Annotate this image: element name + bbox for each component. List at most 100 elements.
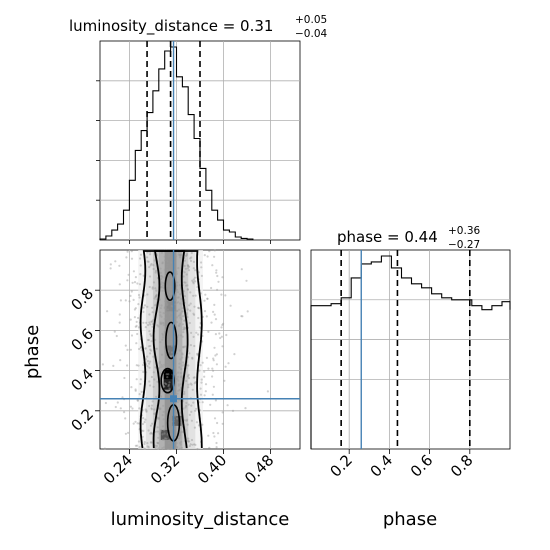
scatter-point — [159, 395, 163, 398]
scatter-point — [148, 313, 151, 316]
scatter-point — [192, 401, 195, 404]
scatter-point — [146, 293, 149, 296]
scatter-point — [160, 274, 163, 278]
scatter-point — [182, 275, 185, 278]
scatter-point — [124, 299, 127, 302]
scatter-point — [142, 429, 145, 432]
scatter-point — [138, 446, 141, 449]
scatter-point — [104, 401, 107, 405]
scatter-point — [183, 390, 186, 394]
scatter-point — [159, 322, 162, 325]
scatter-point — [182, 346, 185, 349]
scatter-point — [181, 310, 184, 313]
scatter-point — [195, 421, 198, 424]
density-cell-4 — [166, 345, 176, 356]
scatter-point — [156, 441, 159, 444]
scatter-point — [217, 432, 220, 435]
contour-blob-1 — [165, 321, 178, 360]
scatter-point — [183, 295, 186, 298]
scatter-point — [192, 281, 195, 284]
scatter-point — [143, 441, 146, 444]
scatter-point — [216, 421, 219, 425]
scatter-point — [159, 430, 162, 433]
scatter-point — [189, 309, 192, 312]
scatter-point — [215, 269, 218, 272]
scatter-point — [176, 417, 179, 420]
title-luminosity-distance: luminosity_distance = 0.31 — [69, 17, 273, 36]
scatter-point — [166, 259, 169, 262]
scatter-point — [166, 263, 169, 266]
scatter-point — [157, 416, 160, 419]
scatter-point — [183, 319, 186, 322]
scatter-point — [106, 310, 109, 313]
scatter-point — [233, 353, 236, 356]
scatter-point — [109, 263, 112, 266]
scatter-point — [191, 357, 194, 360]
tick-label-x-lum: 0.40 — [194, 451, 230, 487]
scatter-point — [164, 352, 167, 355]
scatter-point — [170, 337, 173, 340]
scatter-point — [193, 426, 196, 429]
scatter-point — [181, 356, 184, 359]
scatter-point — [186, 308, 189, 311]
scatter-point — [183, 345, 187, 348]
scatter-point — [195, 407, 198, 410]
scatter-point — [185, 379, 188, 383]
scatter-point — [176, 291, 179, 294]
scatter-point — [170, 351, 174, 354]
scatter-point — [229, 304, 232, 307]
scatter-point — [157, 436, 160, 439]
scatter-point — [162, 385, 165, 388]
scatter-point — [135, 364, 138, 367]
scatter-point — [150, 408, 153, 411]
tick-label-x-phase: 0.2 — [326, 451, 356, 481]
scatter-point — [171, 328, 174, 331]
scatter-point — [166, 284, 169, 287]
scatter-point — [150, 431, 153, 434]
scatter-point — [180, 431, 183, 434]
scatter-point — [164, 382, 167, 385]
scatter-point — [178, 324, 181, 327]
scatter-point — [173, 386, 176, 389]
scatter-point — [167, 385, 170, 388]
scatter-point — [197, 316, 200, 320]
scatter-point — [131, 407, 134, 410]
scatter-point — [178, 284, 181, 287]
scatter-point — [166, 268, 169, 272]
scatter-point — [180, 297, 183, 300]
scatter-point — [148, 362, 151, 365]
scatter-point — [190, 256, 193, 259]
scatter-point — [162, 336, 165, 339]
scatter-point — [149, 348, 152, 351]
scatter-point — [186, 284, 189, 287]
scatter-point — [175, 412, 178, 415]
scatter-point — [199, 364, 202, 367]
scatter-point — [128, 300, 131, 303]
scatter-point — [130, 386, 133, 389]
scatter-point — [213, 417, 217, 420]
scatter-point — [118, 313, 121, 316]
scatter-point — [178, 399, 181, 402]
scatter-point — [203, 299, 206, 302]
scatter-point — [186, 423, 189, 426]
scatter-point — [166, 260, 169, 263]
density-cell-2 — [160, 429, 170, 440]
scatter-point — [126, 348, 129, 351]
scatter-point — [161, 338, 164, 341]
scatter-point — [135, 342, 138, 345]
scatter-point — [201, 401, 204, 404]
scatter-point — [114, 260, 117, 263]
scatter-point — [266, 390, 269, 393]
scatter-point — [118, 321, 121, 324]
scatter-point — [186, 264, 189, 267]
scatter-point — [216, 274, 219, 278]
scatter-point — [191, 443, 194, 446]
scatter-point — [170, 447, 173, 450]
scatter-point — [189, 382, 192, 385]
title-luminosity-distance-sub: −0.04 — [295, 28, 327, 40]
scatter-point — [142, 321, 145, 324]
scatter-point — [112, 364, 115, 367]
scatter-point — [176, 309, 179, 313]
scatter-point — [144, 347, 147, 350]
scatter-point — [152, 385, 155, 388]
